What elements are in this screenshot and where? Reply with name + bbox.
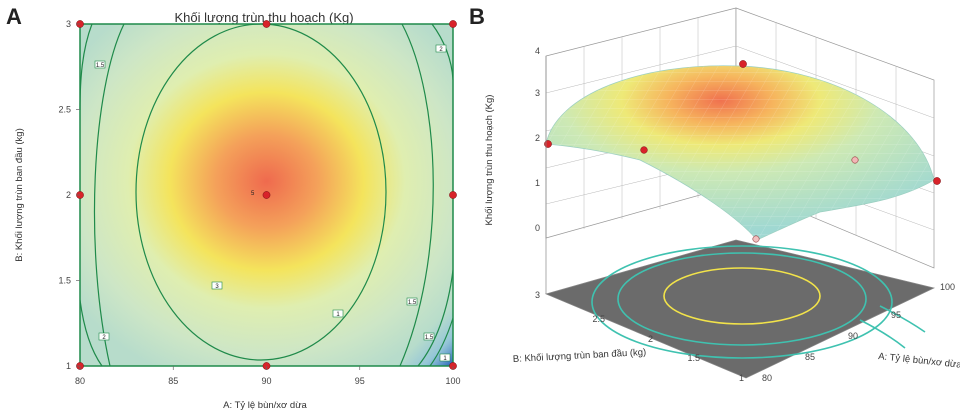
z-tick-label: 3 bbox=[535, 88, 540, 98]
x-tick-label: 100 bbox=[445, 376, 460, 386]
z-tick-label: 1 bbox=[535, 178, 540, 188]
surface-point bbox=[851, 156, 859, 164]
x-tick-label: 95 bbox=[355, 376, 365, 386]
surface-point bbox=[544, 140, 552, 148]
x-tick-label: 90 bbox=[261, 376, 271, 386]
y-tick-label: 1 bbox=[66, 361, 71, 371]
surface-y-tick-label: 2.5 bbox=[592, 314, 605, 324]
z-tick-label: 0 bbox=[535, 223, 540, 233]
design-point bbox=[262, 191, 271, 199]
surface-y-tick-label: 2 bbox=[648, 334, 653, 344]
contour-line-outer-right-bottom bbox=[417, 269, 454, 367]
contour-x-axis-label: A: Tỷ lệ bùn/xơ dừa bbox=[223, 400, 307, 411]
contour-y-axis-label: B: Khối lượng trùn ban đầu (kg) bbox=[14, 128, 25, 262]
contour-level-label: 1.5 bbox=[425, 335, 434, 341]
contour-level-label: 1 bbox=[443, 356, 447, 362]
y-tick-label: 3 bbox=[66, 19, 71, 29]
surface-z-axis-label: Khối lượng trùn thu hoạch (Kg) bbox=[484, 95, 495, 226]
surface-y-tick-label: 1.5 bbox=[687, 353, 700, 363]
surface-point bbox=[752, 235, 760, 243]
center-point-label: 5 bbox=[251, 191, 255, 197]
panel-letter-a: A bbox=[6, 4, 22, 29]
contour-line-outer-left-bottom bbox=[79, 299, 103, 367]
surface-point bbox=[933, 177, 941, 185]
surface-x-axis-label: A: Tỷ lệ bùn/xơ dừa bbox=[878, 351, 960, 371]
design-point bbox=[262, 20, 271, 28]
surface-x-tick-label: 95 bbox=[891, 310, 901, 320]
surface-x-tick-label: 90 bbox=[848, 331, 858, 341]
contour-level-label: 1 bbox=[336, 312, 340, 318]
surface-y-tick-label: 3 bbox=[535, 290, 540, 300]
y-tick-label: 2 bbox=[66, 190, 71, 200]
contour-plot-area: 1.5 3 2 1 1.5 2 1.5 1 5 bbox=[76, 20, 457, 370]
surface-x-tick-label: 100 bbox=[940, 282, 955, 292]
surface-point bbox=[739, 60, 747, 68]
x-tick-label: 85 bbox=[168, 376, 178, 386]
contour-title: Khối lượng trùn thu hoạch (Kg) bbox=[174, 10, 353, 25]
surface-point bbox=[640, 146, 648, 154]
surface-y-tick-label: 1 bbox=[739, 373, 744, 383]
surface-x-tick-label: 85 bbox=[805, 352, 815, 362]
z-tick-label: 4 bbox=[535, 46, 540, 56]
design-point bbox=[449, 191, 457, 199]
surface-plot bbox=[544, 7, 941, 379]
z-tick-label: 2 bbox=[535, 133, 540, 143]
contour-level-label: 3 bbox=[215, 284, 219, 290]
x-tick-label: 80 bbox=[75, 376, 85, 386]
contour-line-corner bbox=[429, 317, 454, 367]
y-tick-label: 1.5 bbox=[58, 276, 71, 286]
contour-level-label: 1.5 bbox=[408, 300, 417, 306]
surface-floor bbox=[544, 239, 936, 379]
y-tick-label: 2.5 bbox=[58, 105, 71, 115]
panel-letter-b: B bbox=[469, 4, 485, 29]
design-point bbox=[449, 20, 457, 28]
contour-line-mid-right bbox=[399, 23, 434, 367]
contour-level-label: 2 bbox=[102, 335, 106, 341]
surface-y-axis-label: B: Khối lượng trùn ban đầu (kg) bbox=[513, 347, 647, 365]
contour-line-mid-left bbox=[93, 23, 125, 367]
contour-level-label: 1.5 bbox=[96, 63, 105, 69]
contour-level-label: 2 bbox=[439, 47, 443, 53]
surface-x-tick-label: 80 bbox=[762, 373, 772, 383]
